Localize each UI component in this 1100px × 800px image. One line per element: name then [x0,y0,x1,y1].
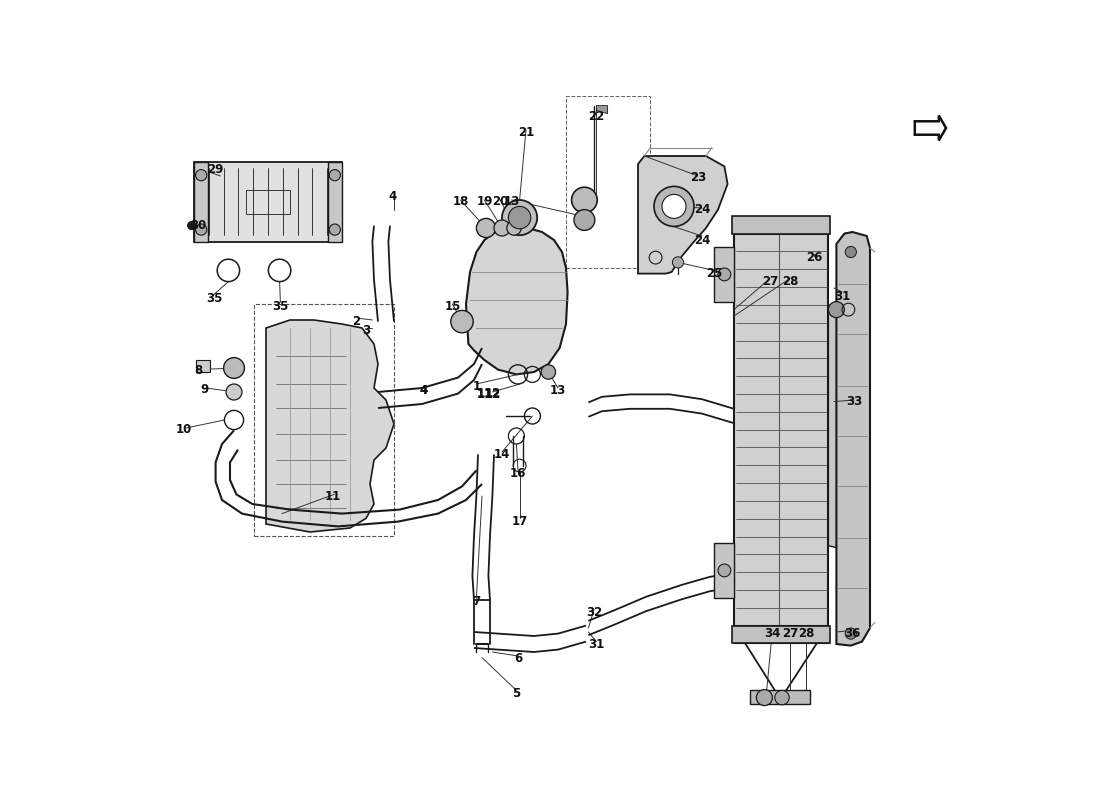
Text: 27: 27 [782,627,799,640]
Bar [566,96,650,268]
Text: 11: 11 [476,388,493,401]
Circle shape [508,206,531,229]
Text: 31: 31 [834,290,850,302]
Text: 7: 7 [472,595,481,608]
Text: 4: 4 [388,190,396,202]
Polygon shape [197,360,210,372]
Circle shape [502,200,537,235]
Text: 13: 13 [550,384,566,397]
Text: 9: 9 [200,383,209,396]
Text: 12: 12 [484,387,500,400]
Text: 15: 15 [444,300,461,313]
Polygon shape [714,247,734,302]
Polygon shape [714,543,734,598]
Text: 6: 6 [514,652,522,665]
Text: 31: 31 [588,638,605,650]
Bar [194,162,208,242]
Text: 22: 22 [588,110,605,122]
Polygon shape [836,232,870,646]
Text: 34: 34 [764,627,781,640]
Text: 16: 16 [509,467,526,480]
Text: 23: 23 [690,171,706,184]
Text: 32: 32 [586,606,602,618]
Text: 2: 2 [352,315,361,328]
Polygon shape [466,228,568,374]
Circle shape [329,224,340,235]
Text: 24: 24 [694,234,711,246]
Polygon shape [828,302,845,550]
Text: 3: 3 [362,324,370,337]
Text: 24: 24 [694,203,711,216]
Bar [750,690,810,704]
Text: 35: 35 [206,292,222,305]
Bar [733,216,830,234]
Text: 11: 11 [476,387,493,400]
Bar [328,162,342,242]
Circle shape [845,628,857,639]
Text: 5: 5 [513,687,520,700]
Circle shape [196,170,207,181]
Circle shape [226,384,242,400]
Circle shape [828,302,845,318]
Text: 26: 26 [806,251,822,264]
Text: 8: 8 [194,364,202,377]
Circle shape [451,310,473,333]
Circle shape [757,690,772,706]
Bar [254,304,394,536]
Text: 17: 17 [512,515,528,528]
Circle shape [672,257,683,268]
Circle shape [196,224,207,235]
Polygon shape [266,320,394,532]
Circle shape [541,365,556,379]
Circle shape [572,187,597,213]
Circle shape [494,220,510,236]
Text: 11: 11 [324,490,341,502]
Circle shape [845,246,857,258]
Circle shape [574,210,595,230]
Text: 20: 20 [493,195,508,208]
Text: 14: 14 [494,448,510,461]
Text: 29: 29 [208,163,223,176]
Polygon shape [596,106,607,114]
Polygon shape [638,156,727,274]
Text: 25: 25 [706,267,723,280]
Text: 13: 13 [504,195,519,208]
Text: 4: 4 [419,384,428,397]
Circle shape [476,218,496,238]
Circle shape [223,358,244,378]
Text: 19: 19 [476,195,493,208]
Text: 30: 30 [190,219,206,232]
Text: 1: 1 [472,380,481,393]
Circle shape [662,194,686,218]
Polygon shape [194,162,342,242]
Circle shape [188,222,196,230]
Text: 33: 33 [846,395,862,408]
Circle shape [507,221,521,235]
Text: 36: 36 [844,627,860,640]
Text: 4: 4 [419,384,428,397]
Circle shape [718,268,730,281]
Circle shape [774,690,789,705]
Circle shape [654,186,694,226]
Text: 18: 18 [452,195,469,208]
Text: 21: 21 [518,126,535,138]
Polygon shape [734,234,828,626]
Circle shape [718,564,730,577]
Text: 28: 28 [798,627,814,640]
Text: 12: 12 [484,388,500,401]
Circle shape [329,170,340,181]
Text: 35: 35 [272,300,288,313]
Text: 28: 28 [782,275,799,288]
Text: 10: 10 [176,423,191,436]
Bar [246,190,290,214]
Text: 27: 27 [762,275,778,288]
Bar [733,626,830,643]
